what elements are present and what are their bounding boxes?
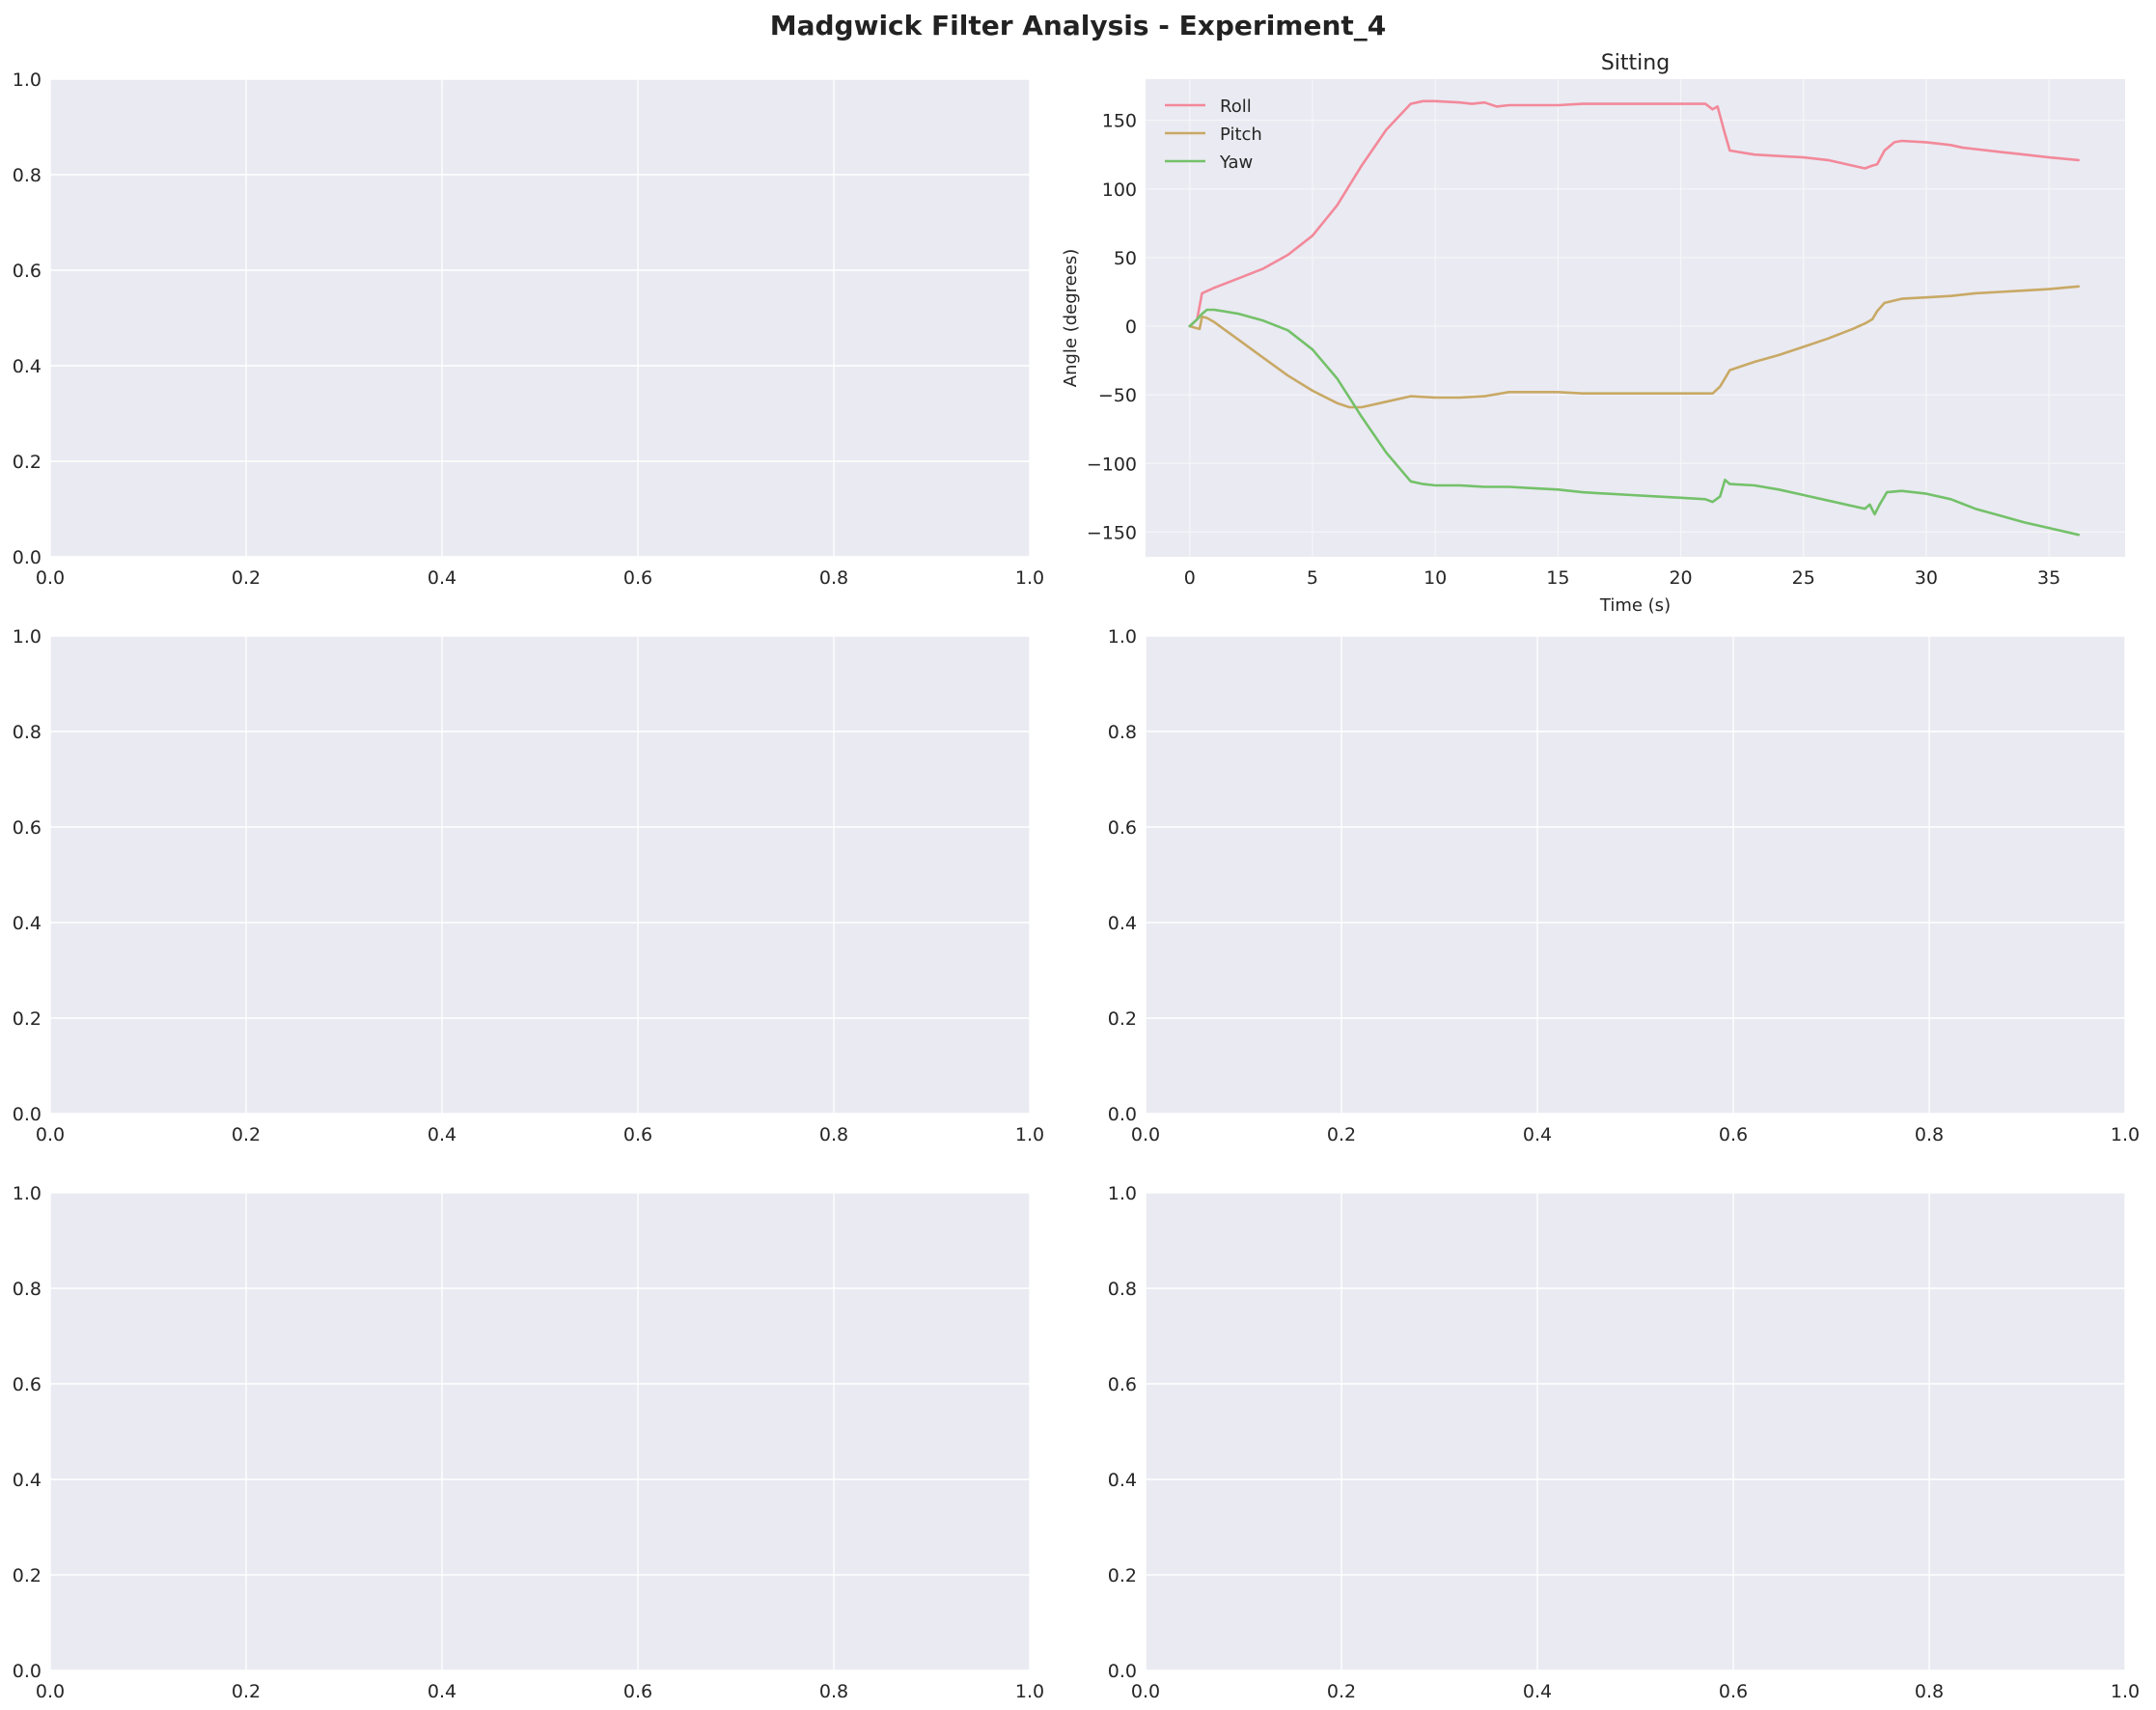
plot-area: [50, 79, 1030, 557]
y-tick-label: 0.2: [13, 1565, 41, 1586]
chart-panel-3: 0.0 0.2 0.4 0.6 0.8 1.0 0.0 0.2 0.4 0.6 0.8 1.0: [13, 626, 1044, 1145]
x-tick-label: 0.2: [232, 567, 261, 589]
x-tick-label: 0.8: [1915, 1681, 1944, 1702]
legend: Roll Pitch Yaw: [1165, 97, 1262, 173]
x-tick-label: 0.2: [232, 1124, 261, 1145]
x-tick-label: 0.0: [36, 1681, 65, 1702]
x-tick-label: 0.0: [36, 1124, 65, 1145]
x-tick-label: 1.0: [1015, 567, 1044, 589]
x-tick-label: 0.2: [1327, 1681, 1356, 1702]
x-tick-label: 0: [1184, 567, 1196, 589]
x-tick-label: 0.6: [623, 1681, 652, 1702]
x-tick-label: 0.8: [819, 1124, 848, 1145]
series-line-pitch: [1188, 285, 2080, 409]
y-tick-label: 0.8: [13, 1279, 41, 1300]
y-tick-label: 50: [1114, 248, 1137, 269]
y-tick-label: 0.8: [1108, 1279, 1137, 1300]
y-tick-label: 0.6: [1108, 1374, 1137, 1395]
y-tick-label: 0.2: [1108, 1008, 1137, 1030]
y-tick-label: 0.0: [13, 547, 41, 568]
x-tick-label: 0.4: [428, 1124, 456, 1145]
x-tick-label: 0.4: [428, 1681, 456, 1702]
x-tick-label: 25: [1792, 567, 1815, 589]
y-tick-label: 0.0: [13, 1104, 41, 1125]
legend-label: Roll: [1220, 97, 1252, 117]
chart-panel-5: 0.0 0.2 0.4 0.6 0.8 1.0 0.0 0.2 0.4 0.6 0.8 1.0: [13, 1183, 1044, 1702]
y-tick-label: 0.6: [13, 261, 41, 282]
y-tick-label: 0.4: [13, 913, 41, 934]
x-tick-label: 0.4: [1523, 1124, 1552, 1145]
x-tick-label: 0.4: [1523, 1681, 1552, 1702]
x-tick-label: 30: [1915, 567, 1938, 589]
y-tick-label: 0.4: [1108, 1470, 1137, 1491]
x-tick-label: 0.8: [1915, 1124, 1944, 1145]
series-line-roll: [1188, 99, 2080, 328]
y-tick-label: 1.0: [13, 626, 41, 648]
x-tick-label: 0.6: [623, 1124, 652, 1145]
y-tick-label: 1.0: [13, 1183, 41, 1204]
y-tick-label: 0.4: [13, 1470, 41, 1491]
x-tick-label: 0.2: [1327, 1124, 1356, 1145]
y-tick-label: −100: [1087, 454, 1137, 475]
x-tick-label: 0.6: [1719, 1681, 1748, 1702]
plot-area: [50, 1193, 1030, 1670]
plot-area: [50, 636, 1030, 1114]
y-tick-label: 0.4: [1108, 913, 1137, 934]
y-tick-label: 0.2: [1108, 1565, 1137, 1586]
x-tick-label: 0.8: [819, 1681, 848, 1702]
x-tick-label: 0.2: [232, 1681, 261, 1702]
x-tick-label: 0.4: [428, 567, 456, 589]
y-tick-label: 0.8: [13, 165, 41, 186]
x-tick-label: 15: [1546, 567, 1569, 589]
y-tick-label: 100: [1102, 179, 1137, 201]
y-tick-label: 0.0: [1108, 1104, 1137, 1125]
x-tick-label: 0.0: [36, 567, 65, 589]
x-axis-label: Time (s): [1599, 595, 1671, 616]
y-tick-label: 0.4: [13, 356, 41, 377]
x-tick-label: 5: [1307, 567, 1318, 589]
x-tick-label: 35: [2037, 567, 2060, 589]
y-tick-label: 0.2: [13, 1008, 41, 1030]
y-tick-label: −150: [1087, 522, 1137, 543]
chart-panel-1: 0.0 0.2 0.4 0.6 0.8 1.0 0.0 0.2 0.4 0.6 0.8 1.0: [13, 69, 1044, 589]
x-tick-label: 20: [1669, 567, 1692, 589]
x-tick-label: 1.0: [2111, 1124, 2140, 1145]
series-line-yaw: [1188, 308, 2080, 537]
plot-area: [1146, 636, 2125, 1114]
plot-area: [1146, 1193, 2125, 1670]
y-tick-label: 1.0: [1108, 626, 1137, 648]
x-tick-label: 0.0: [1131, 1681, 1160, 1702]
chart-panel-4: 0.0 0.2 0.4 0.6 0.8 1.0 0.0 0.2 0.4 0.6 0.8 1.0: [1108, 626, 2140, 1145]
y-tick-label: 1.0: [1108, 1183, 1137, 1204]
y-tick-label: −50: [1098, 385, 1137, 406]
y-tick-label: 0.6: [13, 817, 41, 839]
y-tick-label: 1.0: [13, 69, 41, 91]
y-tick-label: 150: [1102, 111, 1137, 132]
y-axis-label: Angle (degrees): [1061, 249, 1081, 387]
x-tick-label: 0.6: [1719, 1124, 1748, 1145]
y-tick-label: 0.0: [13, 1661, 41, 1682]
y-tick-label: 0.8: [13, 722, 41, 743]
chart-panel-2: 0 5 10 15 20 25 30 35 150 100 50 0 −50 −100 −150 Sittin…: [1061, 51, 2125, 616]
y-tick-label: 0.0: [1108, 1661, 1137, 1682]
y-tick-label: 0.2: [13, 452, 41, 473]
chart-panel-6: 0.0 0.2 0.4 0.6 0.8 1.0 0.0 0.2 0.4 0.6 0.8 1.0: [1108, 1183, 2140, 1702]
x-tick-label: 10: [1424, 567, 1447, 589]
x-tick-label: 1.0: [1015, 1681, 1044, 1702]
figure-title: Madgwick Filter Analysis - Experiment_4: [769, 10, 1387, 41]
legend-label: Yaw: [1219, 152, 1253, 173]
y-tick-label: 0.6: [1108, 817, 1137, 839]
x-tick-label: 0.8: [819, 567, 848, 589]
x-tick-label: 1.0: [2111, 1681, 2140, 1702]
legend-label: Pitch: [1220, 124, 1262, 145]
chart-title: Sitting: [1601, 51, 1670, 75]
y-tick-label: 0.6: [13, 1374, 41, 1395]
plot-area: [1146, 79, 2125, 557]
x-tick-label: 0.6: [623, 567, 652, 589]
x-tick-label: 1.0: [1015, 1124, 1044, 1145]
y-tick-label: 0: [1125, 317, 1137, 338]
y-tick-label: 0.8: [1108, 722, 1137, 743]
x-tick-label: 0.0: [1131, 1124, 1160, 1145]
